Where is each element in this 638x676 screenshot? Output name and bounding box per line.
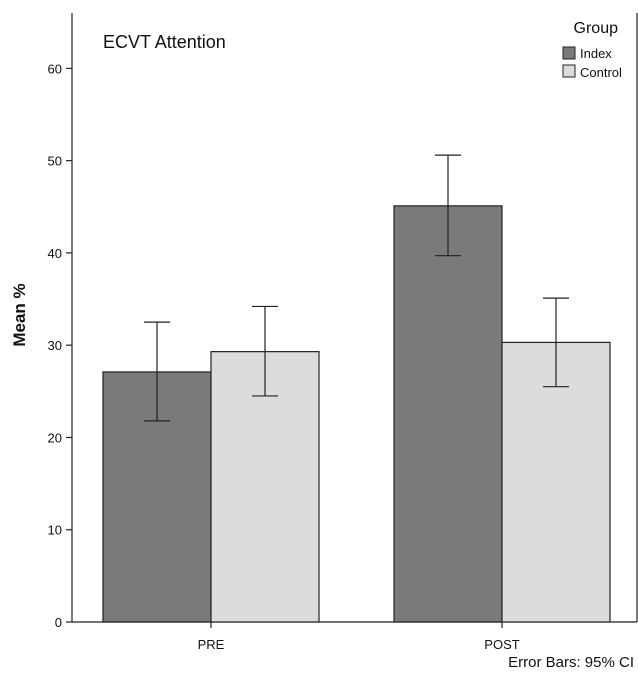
y-tick-label: 60 — [48, 61, 62, 76]
y-tick-label: 30 — [48, 338, 62, 353]
chart-title: ECVT Attention — [103, 32, 226, 52]
x-category-label: PRE — [198, 637, 225, 652]
y-ticks: 0 10 20 30 40 50 60 — [48, 61, 72, 630]
bar-control-pre — [210, 351, 320, 623]
error-bar-note: Error Bars: 95% CI — [508, 654, 634, 671]
error-bars — [144, 154, 569, 422]
legend-swatch-index — [562, 46, 576, 60]
legend: Group Index Control — [562, 20, 622, 80]
legend-label-index: Index — [580, 46, 612, 61]
x-category-labels: PRE POST — [198, 622, 520, 652]
bar-index-post — [393, 205, 503, 623]
bars — [102, 205, 611, 623]
y-tick-label: 20 — [48, 430, 62, 445]
y-axis-label: Mean % — [10, 283, 29, 346]
x-category-label: POST — [484, 637, 519, 652]
legend-label-control: Control — [580, 65, 622, 80]
legend-title: Group — [574, 20, 619, 37]
y-tick-label: 50 — [48, 154, 62, 169]
bar-control-post — [501, 341, 611, 623]
y-tick-label: 10 — [48, 523, 62, 538]
y-tick-label: 40 — [48, 246, 62, 261]
y-tick-label: 0 — [55, 615, 62, 630]
legend-swatch-control — [562, 64, 576, 78]
